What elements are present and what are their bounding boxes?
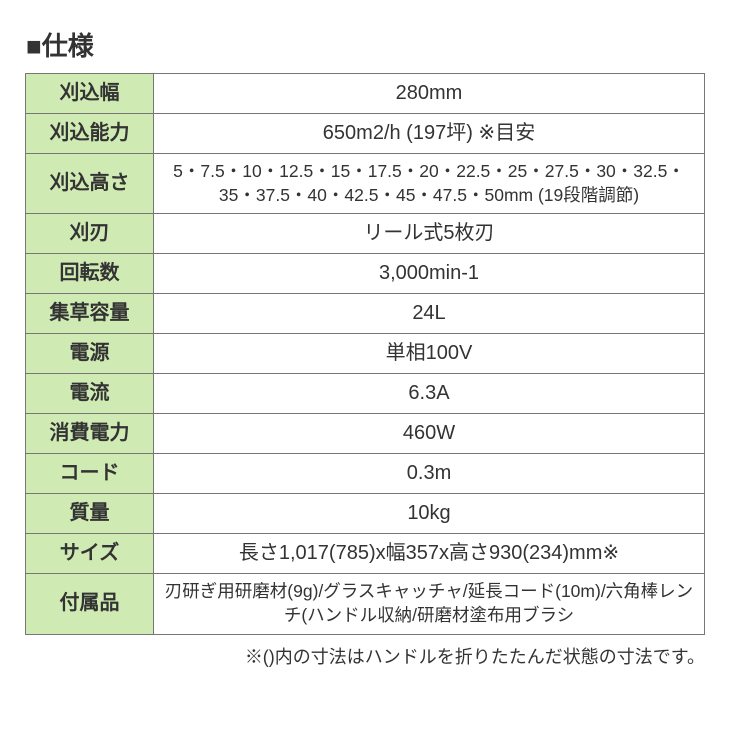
table-row: 刈込幅280mm [26, 74, 705, 114]
spec-label: 回転数 [26, 254, 154, 294]
spec-label: 刈込能力 [26, 114, 154, 154]
spec-label: 質量 [26, 494, 154, 534]
table-row: 集草容量24L [26, 294, 705, 334]
spec-value: 刃研ぎ用研磨材(9g)/グラスキャッチャ/延長コード(10m)/六角棒レンチ(ハ… [154, 574, 705, 634]
spec-value: リール式5枚刃 [154, 214, 705, 254]
spec-value: 5・7.5・10・12.5・15・17.5・20・22.5・25・27.5・30… [154, 154, 705, 214]
table-row: サイズ長さ1,017(785)x幅357x高さ930(234)mm※ [26, 534, 705, 574]
table-row: 質量10kg [26, 494, 705, 534]
spec-value: 長さ1,017(785)x幅357x高さ930(234)mm※ [154, 534, 705, 574]
table-row: 回転数3,000min-1 [26, 254, 705, 294]
footnote: ※()内の寸法はハンドルを折りたたんだ状態の寸法です。 [25, 643, 705, 669]
spec-label: 刈込幅 [26, 74, 154, 114]
spec-label: コード [26, 454, 154, 494]
spec-table: 刈込幅280mm刈込能力650m2/h (197坪) ※目安刈込高さ5・7.5・… [25, 73, 705, 635]
table-row: 刈刃リール式5枚刃 [26, 214, 705, 254]
spec-value: 6.3A [154, 374, 705, 414]
table-row: コード0.3m [26, 454, 705, 494]
spec-value: 単相100V [154, 334, 705, 374]
spec-value: 0.3m [154, 454, 705, 494]
spec-value: 650m2/h (197坪) ※目安 [154, 114, 705, 154]
table-row: 付属品刃研ぎ用研磨材(9g)/グラスキャッチャ/延長コード(10m)/六角棒レン… [26, 574, 705, 634]
spec-label: サイズ [26, 534, 154, 574]
spec-value: 3,000min-1 [154, 254, 705, 294]
spec-label: 刈刃 [26, 214, 154, 254]
spec-value: 10kg [154, 494, 705, 534]
table-row: 電源単相100V [26, 334, 705, 374]
spec-label: 消費電力 [26, 414, 154, 454]
spec-label: 刈込高さ [26, 154, 154, 214]
section-title: ■仕様 [26, 26, 706, 63]
spec-value: 460W [154, 414, 705, 454]
spec-value: 24L [154, 294, 705, 334]
table-row: 刈込能力650m2/h (197坪) ※目安 [26, 114, 705, 154]
spec-label: 付属品 [26, 574, 154, 634]
spec-value: 280mm [154, 74, 705, 114]
table-row: 消費電力460W [26, 414, 705, 454]
spec-label: 集草容量 [26, 294, 154, 334]
spec-label: 電流 [26, 374, 154, 414]
spec-label: 電源 [26, 334, 154, 374]
table-row: 刈込高さ5・7.5・10・12.5・15・17.5・20・22.5・25・27.… [26, 154, 705, 214]
table-row: 電流6.3A [26, 374, 705, 414]
